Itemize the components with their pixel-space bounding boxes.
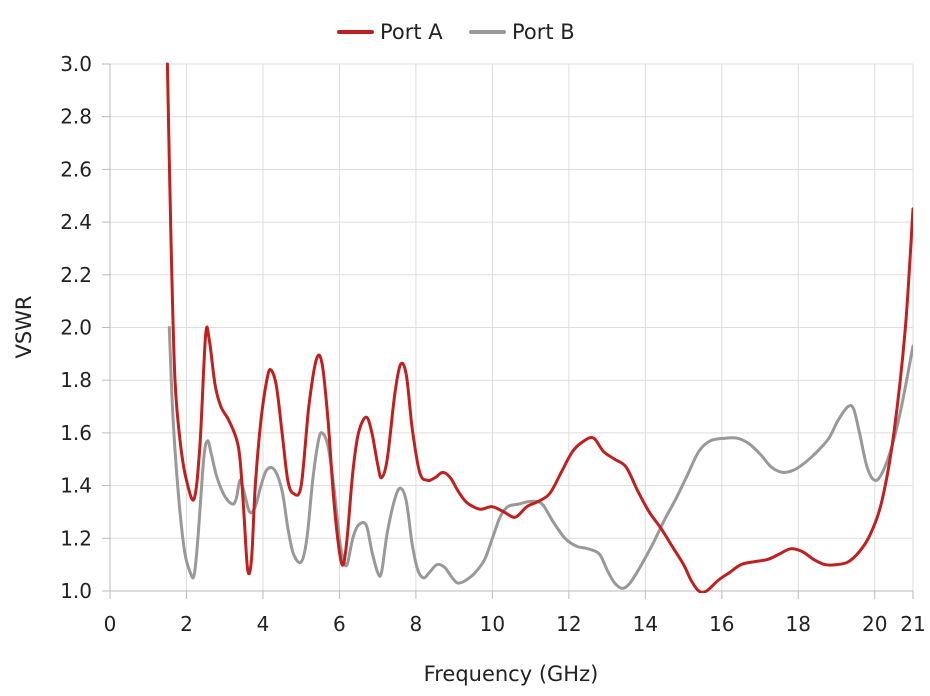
y-tick-label: 1.6 bbox=[60, 421, 92, 445]
x-tick-label: 6 bbox=[333, 612, 346, 636]
x-tick-label: 12 bbox=[556, 612, 581, 636]
y-tick-label: 3.0 bbox=[60, 52, 92, 76]
axes bbox=[102, 63, 914, 599]
y-tick-label: 2.4 bbox=[60, 210, 92, 234]
y-tick-label: 2.2 bbox=[60, 263, 92, 287]
x-tick-label: 14 bbox=[633, 612, 658, 636]
y-tick-label: 2.8 bbox=[60, 105, 92, 129]
grid bbox=[109, 63, 914, 592]
y-tick-label: 1.4 bbox=[60, 474, 92, 498]
series-line-port-a bbox=[165, 62, 913, 593]
y-tick-label: 2.0 bbox=[60, 316, 92, 340]
x-axis-title: Frequency (GHz) bbox=[424, 662, 599, 686]
x-tick-label: 4 bbox=[257, 612, 270, 636]
y-tick-label: 1.0 bbox=[60, 579, 92, 603]
x-tick-label: 18 bbox=[786, 612, 811, 636]
y-tick-label: 1.8 bbox=[60, 368, 92, 392]
x-tick-label: 21 bbox=[900, 612, 925, 636]
x-tick-label: 2 bbox=[180, 612, 193, 636]
series-line-port-b bbox=[167, 326, 913, 590]
legend: Port A Port B bbox=[337, 20, 575, 44]
y-tick-label: 2.6 bbox=[60, 157, 92, 181]
legend-item-port-b: Port B bbox=[469, 20, 575, 44]
y-tick-label: 1.2 bbox=[60, 526, 92, 550]
legend-label: Port B bbox=[512, 20, 575, 44]
legend-label: Port A bbox=[380, 20, 443, 44]
x-tick-label: 20 bbox=[862, 612, 887, 636]
y-axis-title: VSWR bbox=[12, 295, 36, 358]
x-tick-label: 8 bbox=[410, 612, 423, 636]
legend-item-port-a: Port A bbox=[337, 20, 443, 44]
x-tick-label: 10 bbox=[480, 612, 505, 636]
series-lines bbox=[165, 62, 913, 593]
x-tick-label: 0 bbox=[104, 612, 117, 636]
tick-labels: 1.0 1.2 1.4 1.6 1.8 2.0 2.2 2.4 2.6 2.8 3.0 0 2 4 6 8 10… bbox=[60, 52, 926, 636]
x-tick-label: 16 bbox=[709, 612, 734, 636]
